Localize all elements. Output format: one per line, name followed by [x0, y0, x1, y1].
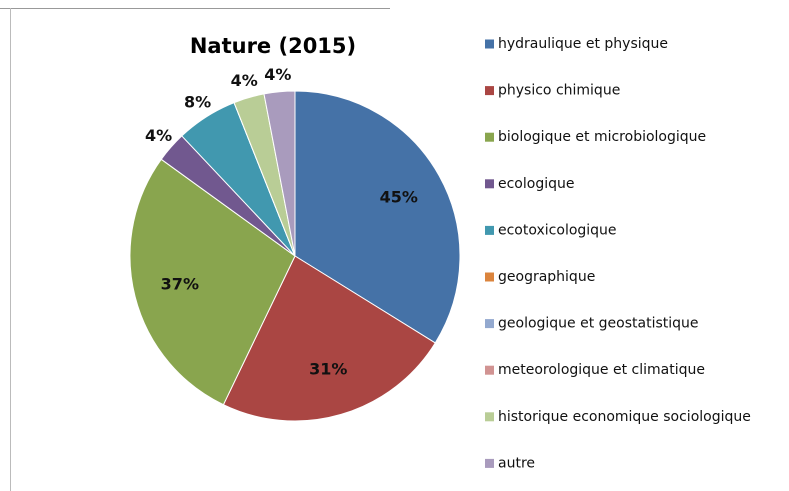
- legend-label: geologique et geostatistique: [498, 316, 699, 332]
- value-label: 4%: [145, 126, 172, 145]
- legend-swatch: [485, 458, 494, 468]
- value-label: 4%: [264, 65, 291, 84]
- value-label: 37%: [161, 275, 199, 294]
- legend-label: biologique et microbiologique: [498, 129, 706, 145]
- chart-title: Nature (2015): [190, 34, 356, 58]
- legend-swatch: [485, 225, 494, 235]
- legend-label: ecologique: [498, 176, 574, 192]
- pie-slice: [263, 90, 296, 257]
- legend-label: ecotoxicologique: [498, 222, 617, 238]
- legend-label: physico chimique: [498, 83, 620, 99]
- legend-swatch: [485, 272, 494, 282]
- legend-swatch: [485, 365, 494, 375]
- legend-swatch: [485, 319, 494, 329]
- legend-swatch: [485, 86, 494, 96]
- legend-label: geographique: [498, 269, 595, 285]
- legend-label: historique economique sociologique: [498, 409, 751, 425]
- pie-slice: [129, 158, 296, 406]
- value-label: 31%: [309, 360, 347, 379]
- legend-label: hydraulique et physique: [498, 36, 668, 52]
- legend-label: autre: [498, 455, 535, 471]
- legend-swatch: [485, 39, 494, 49]
- value-label: 8%: [184, 92, 211, 111]
- legend-swatch: [485, 132, 494, 142]
- pie-slice: [222, 255, 436, 422]
- value-label: 4%: [231, 71, 258, 90]
- pie-slice: [294, 90, 461, 344]
- value-label: 45%: [380, 188, 418, 207]
- legend-label: meteorologique et climatique: [498, 362, 705, 378]
- legend-swatch: [485, 412, 494, 422]
- legend-swatch: [485, 179, 494, 189]
